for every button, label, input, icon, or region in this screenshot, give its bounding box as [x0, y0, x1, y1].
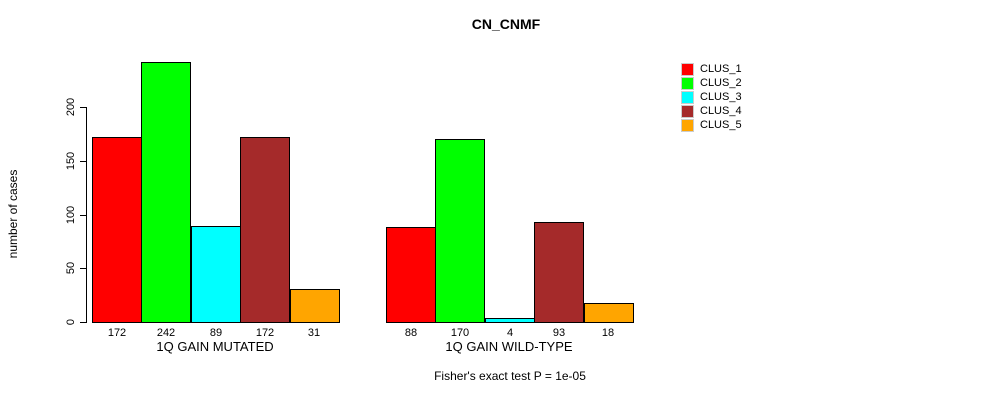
x-category-label-1q-gain-wild-type: 1Q GAIN WILD-TYPE	[445, 339, 573, 354]
y-tick	[80, 107, 86, 108]
legend-swatch-clus-1	[681, 62, 694, 76]
bar-clus-4-1q-gain-mutated	[240, 137, 290, 323]
bar-clus-5-1q-gain-wild-type	[584, 303, 634, 323]
y-tick	[80, 268, 86, 269]
legend-label-clus-4: CLUS_4	[700, 104, 742, 117]
bar-value-label-clus-3-1q-gain-wild-type: 4	[506, 327, 514, 339]
y-tick	[80, 215, 86, 216]
legend-swatch-clus-2	[681, 76, 694, 90]
bar-clus-3-1q-gain-mutated	[191, 226, 241, 323]
x-category-label-1q-gain-mutated: 1Q GAIN MUTATED	[156, 339, 274, 354]
bar-value-label-clus-5-1q-gain-mutated: 31	[307, 327, 321, 339]
y-tick-label: 0	[65, 318, 77, 326]
legend-item-clus-4: CLUS_4	[681, 104, 742, 118]
bar-value-label-clus-3-1q-gain-mutated: 89	[209, 327, 223, 339]
bar-clus-1-1q-gain-wild-type	[386, 227, 436, 323]
bar-value-label-clus-1-1q-gain-wild-type: 88	[404, 327, 418, 339]
y-tick-label: 100	[65, 205, 77, 225]
legend-swatch-clus-5	[681, 118, 694, 132]
legend-item-clus-5: CLUS_5	[681, 118, 742, 132]
bar-clus-2-1q-gain-wild-type	[435, 139, 485, 323]
legend-swatch-clus-3	[681, 90, 694, 104]
bar-value-label-clus-1-1q-gain-mutated: 172	[107, 327, 127, 339]
bar-clus-3-1q-gain-wild-type	[485, 318, 535, 323]
y-tick-label: 150	[65, 151, 77, 171]
legend-item-clus-3: CLUS_3	[681, 90, 742, 104]
y-axis-label: number of cases	[6, 169, 20, 259]
bar-value-label-clus-2-1q-gain-wild-type: 170	[450, 327, 470, 339]
chart-title: CN_CNMF	[471, 16, 541, 32]
bar-value-label-clus-2-1q-gain-mutated: 242	[156, 327, 176, 339]
legend-item-clus-1: CLUS_1	[681, 62, 742, 76]
bar-clus-4-1q-gain-wild-type	[534, 222, 584, 323]
y-tick	[80, 322, 86, 323]
fishers-test-annotation: Fisher's exact test P = 1e-05	[434, 369, 586, 383]
y-tick-label: 200	[65, 97, 77, 117]
y-tick	[80, 161, 86, 162]
legend-label-clus-1: CLUS_1	[700, 62, 742, 75]
bar-clus-1-1q-gain-mutated	[92, 137, 142, 323]
bar-clus-5-1q-gain-mutated	[290, 289, 340, 323]
legend-label-clus-5: CLUS_5	[700, 118, 742, 131]
bar-value-label-clus-4-1q-gain-wild-type: 93	[552, 327, 566, 339]
y-axis-line	[86, 107, 87, 323]
bar-clus-2-1q-gain-mutated	[141, 62, 191, 323]
legend-label-clus-2: CLUS_2	[700, 76, 742, 89]
legend-label-clus-3: CLUS_3	[700, 90, 742, 103]
bar-value-label-clus-4-1q-gain-mutated: 172	[255, 327, 275, 339]
y-tick-label: 50	[65, 261, 77, 275]
bar-value-label-clus-5-1q-gain-wild-type: 18	[601, 327, 615, 339]
legend-item-clus-2: CLUS_2	[681, 76, 742, 90]
legend-swatch-clus-4	[681, 104, 694, 118]
